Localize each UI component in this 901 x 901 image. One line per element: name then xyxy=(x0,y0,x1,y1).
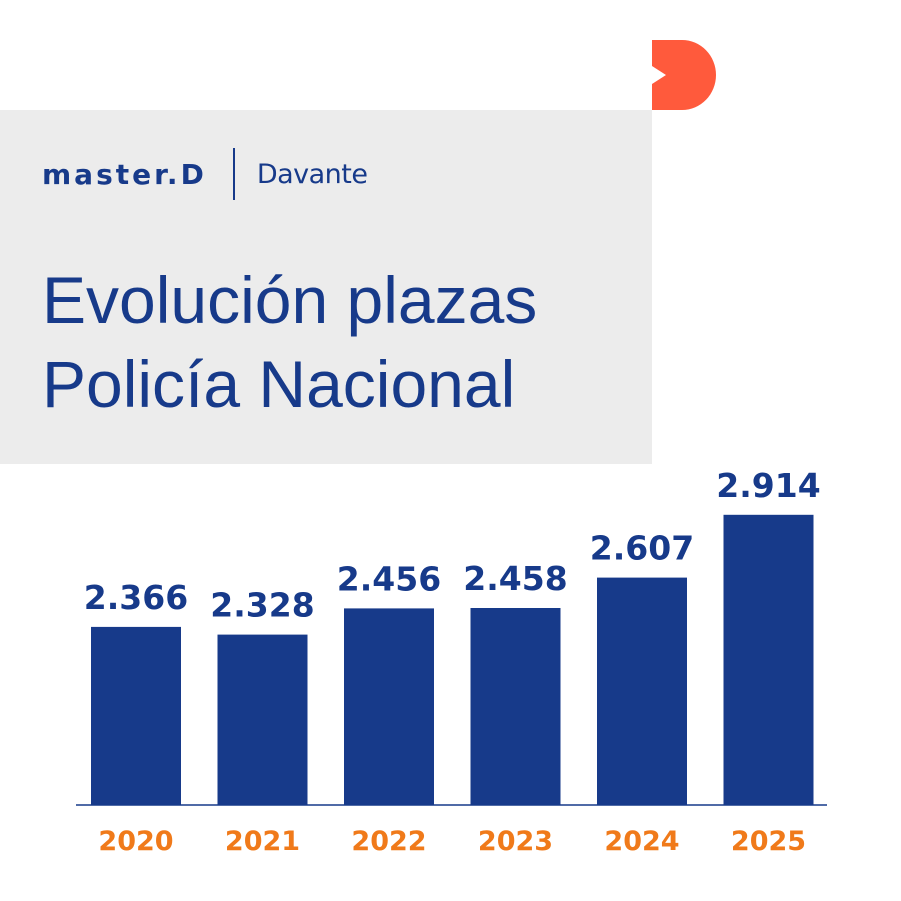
bar-2020 xyxy=(91,626,181,805)
title-line-2: Policía Nacional xyxy=(42,347,516,421)
data-label-2023: 2.458 xyxy=(463,559,567,598)
data-label-2025: 2.914 xyxy=(716,466,820,505)
bar-2022 xyxy=(344,608,434,805)
masterd-logo: master.D xyxy=(42,157,207,191)
x-tick-2024: 2024 xyxy=(604,826,679,857)
logo-divider xyxy=(232,148,235,200)
header-panel xyxy=(0,110,652,464)
bar-2023 xyxy=(470,608,561,805)
brand-arrow-icon xyxy=(652,40,716,110)
page-title: Evolución plazas Policía Nacional xyxy=(42,258,537,426)
x-tick-2022: 2022 xyxy=(351,826,426,857)
data-label-2024: 2.607 xyxy=(590,529,694,568)
bar-2024 xyxy=(597,577,687,805)
bar-2021 xyxy=(217,634,308,805)
x-tick-2020: 2020 xyxy=(98,826,173,857)
bar-2025 xyxy=(723,514,814,805)
x-tick-2025: 2025 xyxy=(731,826,806,857)
title-line-1: Evolución plazas xyxy=(42,263,538,337)
data-label-2020: 2.366 xyxy=(84,578,188,617)
davante-logo: Davante xyxy=(256,158,368,190)
x-tick-2023: 2023 xyxy=(478,826,553,857)
data-label-2022: 2.456 xyxy=(337,559,441,598)
data-label-2021: 2.328 xyxy=(210,586,314,625)
x-tick-2021: 2021 xyxy=(225,826,300,857)
logo-row: master.D Davante xyxy=(42,146,368,202)
